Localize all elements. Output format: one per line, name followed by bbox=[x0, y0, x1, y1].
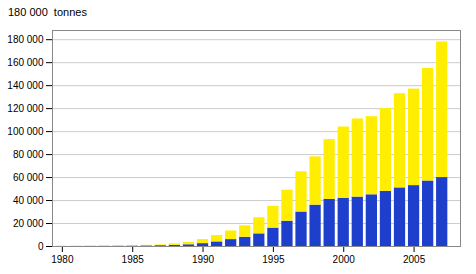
svg-text:120 000: 120 000 bbox=[7, 103, 44, 114]
svg-text:1990: 1990 bbox=[192, 254, 215, 265]
svg-text:2000: 2000 bbox=[333, 254, 356, 265]
svg-text:0: 0 bbox=[38, 241, 44, 252]
svg-text:180 000: 180 000 bbox=[7, 34, 44, 45]
svg-text:160 000: 160 000 bbox=[7, 57, 44, 68]
svg-text:40 000: 40 000 bbox=[13, 195, 44, 206]
svg-text:140 000: 140 000 bbox=[7, 80, 44, 91]
svg-text:1980: 1980 bbox=[51, 254, 74, 265]
svg-text:60 000: 60 000 bbox=[13, 172, 44, 183]
svg-text:1985: 1985 bbox=[122, 254, 145, 265]
html-text:180 000 tonnes: 180 000 tonnes bbox=[8, 6, 87, 18]
svg-text:1995: 1995 bbox=[262, 254, 285, 265]
svg-text:100 000: 100 000 bbox=[7, 126, 44, 137]
svg-text:2005: 2005 bbox=[403, 254, 426, 265]
svg-text:20 000: 20 000 bbox=[13, 218, 44, 229]
svg-text:80 000: 80 000 bbox=[13, 149, 44, 160]
